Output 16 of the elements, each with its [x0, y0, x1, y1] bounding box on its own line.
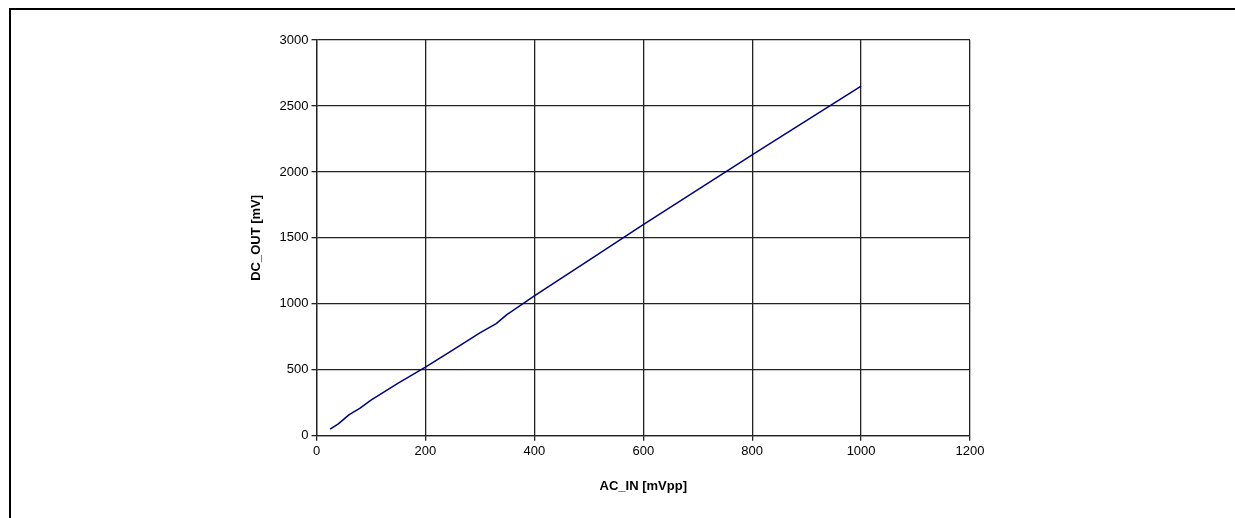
y-tick-label: 1500 [279, 229, 309, 245]
y-tick-label: 0 [301, 427, 309, 443]
y-tick-label: 1000 [279, 295, 309, 311]
x-tick-label: 0 [312, 443, 321, 459]
x-tick-label: 1000 [846, 443, 876, 459]
y-tick-label: 500 [286, 361, 309, 377]
y-axis-title: DC_OUT [mV] [248, 194, 264, 281]
y-tick-label: 2000 [279, 163, 309, 179]
x-tick-label: 1200 [955, 443, 985, 459]
x-tick-label: 200 [414, 443, 437, 459]
x-tick-label: 400 [523, 443, 546, 459]
y-tick-label: 3000 [279, 31, 309, 47]
x-tick-label: 600 [632, 443, 655, 459]
y-tick-label: 2500 [279, 97, 309, 113]
x-tick-label: 800 [741, 443, 764, 459]
x-axis-title: AC_IN [mVpp] [599, 477, 687, 493]
